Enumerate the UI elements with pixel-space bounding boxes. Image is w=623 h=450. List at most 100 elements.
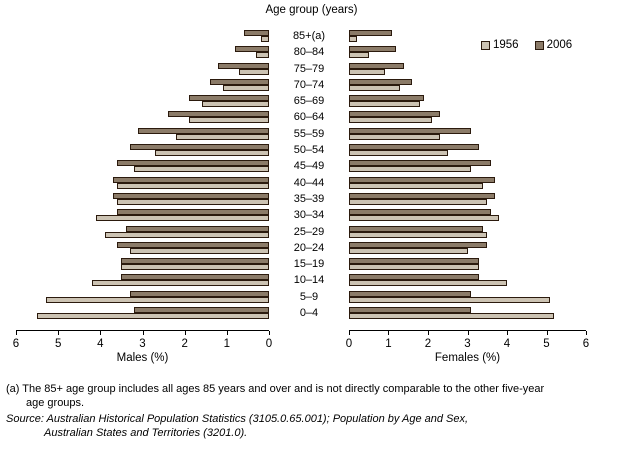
bar-female-2006 [349, 144, 480, 151]
male-bars-panel [16, 46, 269, 59]
female-bars-panel [349, 258, 586, 271]
bar-female-1956 [349, 68, 385, 75]
age-group-label: 20–24 [293, 241, 325, 254]
age-group-label: 50–54 [293, 144, 325, 157]
bar-male-1956 [188, 117, 269, 124]
male-bars-panel [16, 160, 269, 173]
bar-female-1956 [349, 36, 357, 42]
male-bars-panel [16, 144, 269, 157]
bar-male-1956 [201, 101, 269, 108]
bar-female-1956 [349, 215, 500, 222]
pyramid-row: 45–49 [16, 160, 586, 173]
male-bars-panel [16, 274, 269, 287]
bar-female-1956 [349, 247, 468, 254]
bar-female-1956 [349, 264, 480, 271]
legend-label: 2006 [546, 39, 573, 51]
pyramid-row: 15–19 [16, 258, 586, 271]
axis-tick-label: 2 [424, 338, 432, 350]
male-bars-panel [16, 209, 269, 222]
male-bars-panel [16, 111, 269, 124]
legend-item-1956: 1956 [481, 39, 519, 51]
male-bars-panel [16, 78, 269, 91]
source-note: Source: Australian Historical Population… [6, 412, 611, 440]
age-group-label: 5–9 [299, 290, 319, 303]
bar-male-2006 [134, 307, 269, 314]
axis-tick-label: 0 [265, 338, 273, 350]
bar-female-1956 [349, 280, 507, 287]
female-bars-panel [349, 274, 586, 287]
bar-male-1956 [256, 52, 269, 59]
axis-tick-label: 5 [543, 338, 550, 350]
bar-male-2006 [125, 225, 269, 232]
pyramid-rows: 85+(a) 80–84 75–79 70–74 65–69 60–64 55–59 50–5… [16, 30, 586, 320]
axis-tick-label: 0 [345, 338, 353, 350]
male-bars-panel [16, 241, 269, 254]
legend-item-2006: 2006 [534, 39, 573, 51]
male-bars-panel [16, 176, 269, 189]
footnote-line-2: age groups. [26, 396, 85, 409]
axis-tick-label: 4 [503, 338, 511, 350]
age-group-label: 35–39 [293, 192, 325, 205]
bar-male-2006 [112, 192, 269, 199]
axis-tick-label: 5 [54, 338, 62, 350]
age-group-label: 85+(a) [292, 30, 326, 42]
bar-female-2006 [349, 241, 488, 248]
bar-female-2006 [349, 46, 397, 53]
bar-female-2006 [349, 225, 484, 232]
bar-male-2006 [112, 176, 269, 183]
bar-male-1956 [176, 133, 269, 140]
female-bars-panel [349, 307, 586, 320]
age-group-label: 0–4 [299, 307, 319, 320]
bar-female-1956 [349, 313, 555, 320]
female-bars-panel [349, 78, 586, 91]
female-axis: 0 1 2 3 4 5 6 [345, 330, 590, 351]
axis-tick [269, 331, 270, 335]
female-bars-panel [349, 144, 586, 157]
bar-male-2006 [243, 30, 269, 36]
bar-male-2006 [188, 95, 269, 102]
age-group-label: 10–14 [293, 274, 325, 287]
axis-tick [546, 331, 548, 335]
age-group-label: 55–59 [293, 127, 325, 140]
bar-female-2006 [349, 307, 472, 314]
axis-tick [586, 331, 587, 335]
female-bars-panel [349, 192, 586, 205]
female-bars-panel [349, 241, 586, 254]
bar-female-1956 [349, 182, 484, 189]
bar-male-2006 [218, 62, 269, 69]
age-group-label: 60–64 [293, 111, 325, 124]
female-bars-panel [349, 62, 586, 75]
bar-male-1956 [104, 231, 269, 238]
axis-tick [226, 331, 228, 335]
female-bars-panel [349, 111, 586, 124]
male-bars-panel [16, 30, 269, 42]
bar-male-2006 [121, 274, 269, 281]
bar-female-1956 [349, 117, 432, 124]
pyramid-row: 55–59 [16, 127, 586, 140]
axis-tick [427, 331, 429, 335]
bar-female-2006 [349, 30, 393, 36]
female-bars-panel [349, 290, 586, 303]
axis-tick-label: 6 [582, 338, 590, 350]
bar-male-1956 [134, 166, 269, 173]
bar-female-1956 [349, 150, 448, 157]
source-line-1: Source: Australian Historical Population… [6, 413, 469, 425]
bar-female-1956 [349, 133, 440, 140]
axis-tick [349, 331, 350, 335]
bar-female-2006 [349, 209, 492, 216]
bar-male-1956 [96, 215, 269, 222]
bar-male-1956 [260, 36, 269, 42]
pyramid-row: 0–4 [16, 307, 586, 320]
bar-female-1956 [349, 101, 421, 108]
female-bars-panel [349, 176, 586, 189]
legend: 1956 2006 [481, 39, 572, 51]
bar-male-2006 [117, 160, 269, 167]
bar-female-1956 [349, 84, 401, 91]
bar-female-2006 [349, 274, 480, 281]
axis-tick [142, 331, 144, 335]
axis-tick-label: 3 [139, 338, 146, 350]
pyramid-row: 75–79 [16, 62, 586, 75]
bar-female-2006 [349, 95, 425, 102]
male-bars-panel [16, 225, 269, 238]
